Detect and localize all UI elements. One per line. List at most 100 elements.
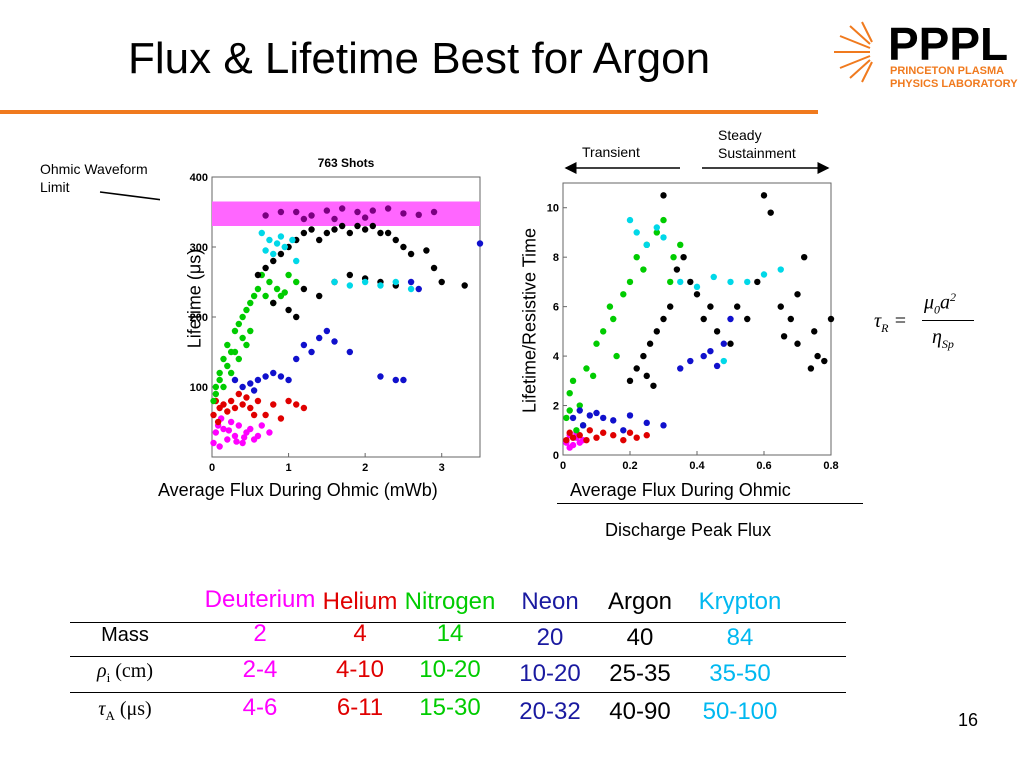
data-point-neon [593,409,600,417]
data-point-deuterium-top [293,208,300,216]
data-point-argon [633,365,640,372]
data-point-nitrogen [667,278,674,286]
data-point-neon [576,407,583,414]
data-point-nitrogen [227,369,235,377]
data-point-nitrogen [285,271,292,279]
pppl-logo: PPPL PRINCETON PLASMA PHYSICS LABORATORY [826,14,1018,94]
data-point-krypton [277,233,285,240]
x-tick-label: 3 [439,462,445,474]
data-point-argon [277,250,285,258]
data-point-argon [653,328,660,335]
x-tick-label: 2 [362,462,368,474]
table-cell: 20 [536,624,564,651]
data-point-deuterium-top [331,215,338,223]
data-point-krypton [720,357,727,365]
table-rule [70,692,846,693]
data-point-helium [643,432,650,439]
data-point-deuterium [254,432,262,440]
y-tick-label: 8 [553,252,559,264]
data-point-argon [744,315,751,323]
data-point-deuterium [258,422,265,429]
data-point-krypton [266,236,273,244]
x-tick-label: 0 [560,460,566,472]
data-point-krypton [331,278,338,286]
data-point-nitrogen [243,341,250,349]
data-point-neon [316,334,323,342]
data-point-helium [214,418,222,426]
data-point-nitrogen [266,278,273,286]
chart2-xlabel-bottom: Discharge Peak Flux [605,520,772,540]
data-point-neon [254,376,262,384]
data-point-argon [687,278,694,286]
table-row-label: ρi (cm) [97,660,153,685]
data-point-deuterium [227,418,235,426]
data-point-nitrogen [633,253,640,261]
data-point-argon [438,278,445,286]
data-point-argon [285,306,292,314]
data-point-argon [707,303,714,310]
data-point-krypton [643,241,650,249]
data-point-neon [713,362,721,370]
chart1-ylabel: Lifetime (μs) [184,248,205,349]
data-point-deuterium [216,443,223,450]
table-cell: 14 [436,620,464,647]
y-tick-label: 6 [553,302,559,314]
data-point-helium [235,390,242,398]
data-point-nitrogen [235,320,242,328]
data-point-argon [780,333,788,340]
table-rule [70,622,846,623]
data-point-nitrogen [231,327,239,335]
table-header-krypton: Krypton [698,588,782,615]
data-point-argon [643,372,650,380]
data-point-neon [300,341,308,349]
data-point-nitrogen [677,241,684,249]
data-point-helium [210,411,217,419]
data-point-neon [270,369,277,377]
data-point-krypton [270,250,277,258]
data-point-argon [811,328,818,335]
data-point-krypton [744,278,751,286]
data-point-krypton [777,266,784,273]
data-point-argon [293,313,300,321]
data-point-argon [660,192,667,199]
steady-label: Steady Sustainment [718,127,796,161]
table-cell: 40-90 [609,698,671,725]
table-cell: 20-32 [519,698,581,725]
y-tick-label: 2 [553,401,559,413]
data-point-argon [323,229,331,237]
table-header-nitrogen: Nitrogen [404,588,496,615]
data-point-helium [600,429,607,436]
data-point-argon [270,299,277,307]
table-rule [70,656,846,657]
data-point-neon [277,373,285,380]
data-point-argon [767,209,774,216]
data-point-argon [787,315,794,323]
logo-line1: PRINCETON PLASMA [890,65,1004,77]
data-point-nitrogen [243,306,250,314]
data-point-argon [777,303,784,310]
data-point-neon [407,278,415,286]
data-point-deuterium-top [430,208,438,216]
data-point-nitrogen [247,299,254,307]
data-point-nitrogen [224,341,231,349]
data-point-nitrogen [563,414,570,422]
data-point-argon [300,285,308,293]
data-point-helium [285,397,292,405]
data-point-argon [377,229,384,237]
data-point-argon [760,192,768,199]
table-cell: 4 [353,620,367,647]
data-point-krypton [273,240,281,247]
data-point-krypton [289,236,296,244]
data-point-helium [239,401,246,408]
regime-arrows [564,162,830,174]
data-point-neon [239,383,246,391]
y-tick-label: 4 [553,351,560,363]
data-point-argon [794,291,801,298]
data-point-argon [392,236,399,244]
data-point-neon [392,376,399,384]
x-tick-label: 0.2 [622,460,637,472]
data-point-argon [316,236,323,244]
data-point-argon [626,377,634,385]
data-point-nitrogen [640,266,647,273]
table-cell: 4-10 [335,656,385,683]
